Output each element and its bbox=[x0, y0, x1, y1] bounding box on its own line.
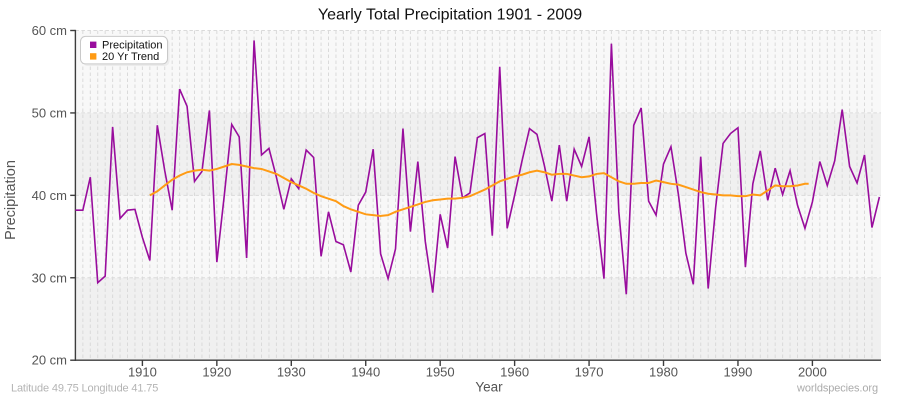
svg-text:40 cm: 40 cm bbox=[32, 188, 67, 203]
svg-text:Year: Year bbox=[475, 380, 503, 395]
svg-text:50 cm: 50 cm bbox=[32, 105, 67, 120]
svg-text:1970: 1970 bbox=[575, 365, 604, 380]
svg-text:1940: 1940 bbox=[351, 365, 380, 380]
svg-text:60 cm: 60 cm bbox=[32, 23, 67, 38]
svg-text:Latitude 49.75 Longitude 41.75: Latitude 49.75 Longitude 41.75 bbox=[11, 383, 158, 395]
svg-text:1980: 1980 bbox=[649, 365, 678, 380]
svg-text:worldspecies.org: worldspecies.org bbox=[796, 383, 878, 395]
svg-text:Precipitation: Precipitation bbox=[102, 40, 163, 52]
svg-text:20 cm: 20 cm bbox=[32, 353, 67, 368]
svg-text:1910: 1910 bbox=[128, 365, 157, 380]
svg-text:2000: 2000 bbox=[798, 365, 827, 380]
svg-text:1990: 1990 bbox=[723, 365, 752, 380]
svg-text:20 Yr Trend: 20 Yr Trend bbox=[102, 51, 159, 63]
svg-text:1950: 1950 bbox=[426, 365, 455, 380]
svg-text:30 cm: 30 cm bbox=[32, 270, 67, 285]
svg-text:1930: 1930 bbox=[277, 365, 306, 380]
svg-text:1960: 1960 bbox=[500, 365, 529, 380]
svg-text:Yearly Total Precipitation 190: Yearly Total Precipitation 1901 - 2009 bbox=[318, 7, 582, 24]
svg-text:Precipitation: Precipitation bbox=[3, 160, 19, 240]
svg-text:1920: 1920 bbox=[202, 365, 231, 380]
